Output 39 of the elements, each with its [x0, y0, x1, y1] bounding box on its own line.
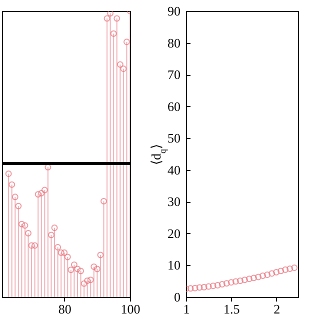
x-tick-label: 2 — [274, 302, 280, 316]
y-tick-label: 10 — [168, 258, 180, 273]
x-tick-label: 100 — [120, 302, 140, 316]
y-tick-label: 50 — [168, 130, 180, 146]
point — [241, 276, 248, 284]
point — [210, 282, 216, 290]
point — [273, 268, 280, 276]
point — [192, 284, 198, 292]
point — [205, 283, 212, 290]
point — [264, 272, 271, 278]
point — [218, 281, 226, 288]
point — [200, 284, 208, 290]
point — [187, 285, 194, 292]
point — [228, 279, 234, 286]
point — [196, 284, 203, 291]
point — [223, 280, 230, 287]
y-tick-label: 40 — [168, 162, 180, 178]
x-tick-label: 80 — [58, 302, 72, 316]
point — [282, 266, 289, 273]
x-tick-label: 1.5 — [224, 302, 240, 316]
point — [232, 278, 239, 285]
y-tick-label: 30 — [168, 194, 180, 210]
y-tick-label: 0 — [174, 290, 180, 304]
y-tick-label: 60 — [168, 98, 180, 114]
x-tick-label: 1 — [183, 302, 190, 316]
point — [286, 265, 294, 272]
point — [278, 268, 284, 274]
point — [268, 270, 276, 277]
y-tick-label: 90 — [168, 4, 180, 18]
point — [250, 274, 257, 282]
y-tick-label: 80 — [168, 35, 180, 50]
y-tick-label: 70 — [168, 67, 180, 82]
point — [260, 272, 266, 279]
point — [236, 278, 244, 284]
point — [246, 276, 252, 282]
y-tick-label: 20 — [168, 226, 180, 241]
point — [291, 264, 298, 271]
point — [214, 282, 221, 288]
point — [255, 274, 262, 280]
